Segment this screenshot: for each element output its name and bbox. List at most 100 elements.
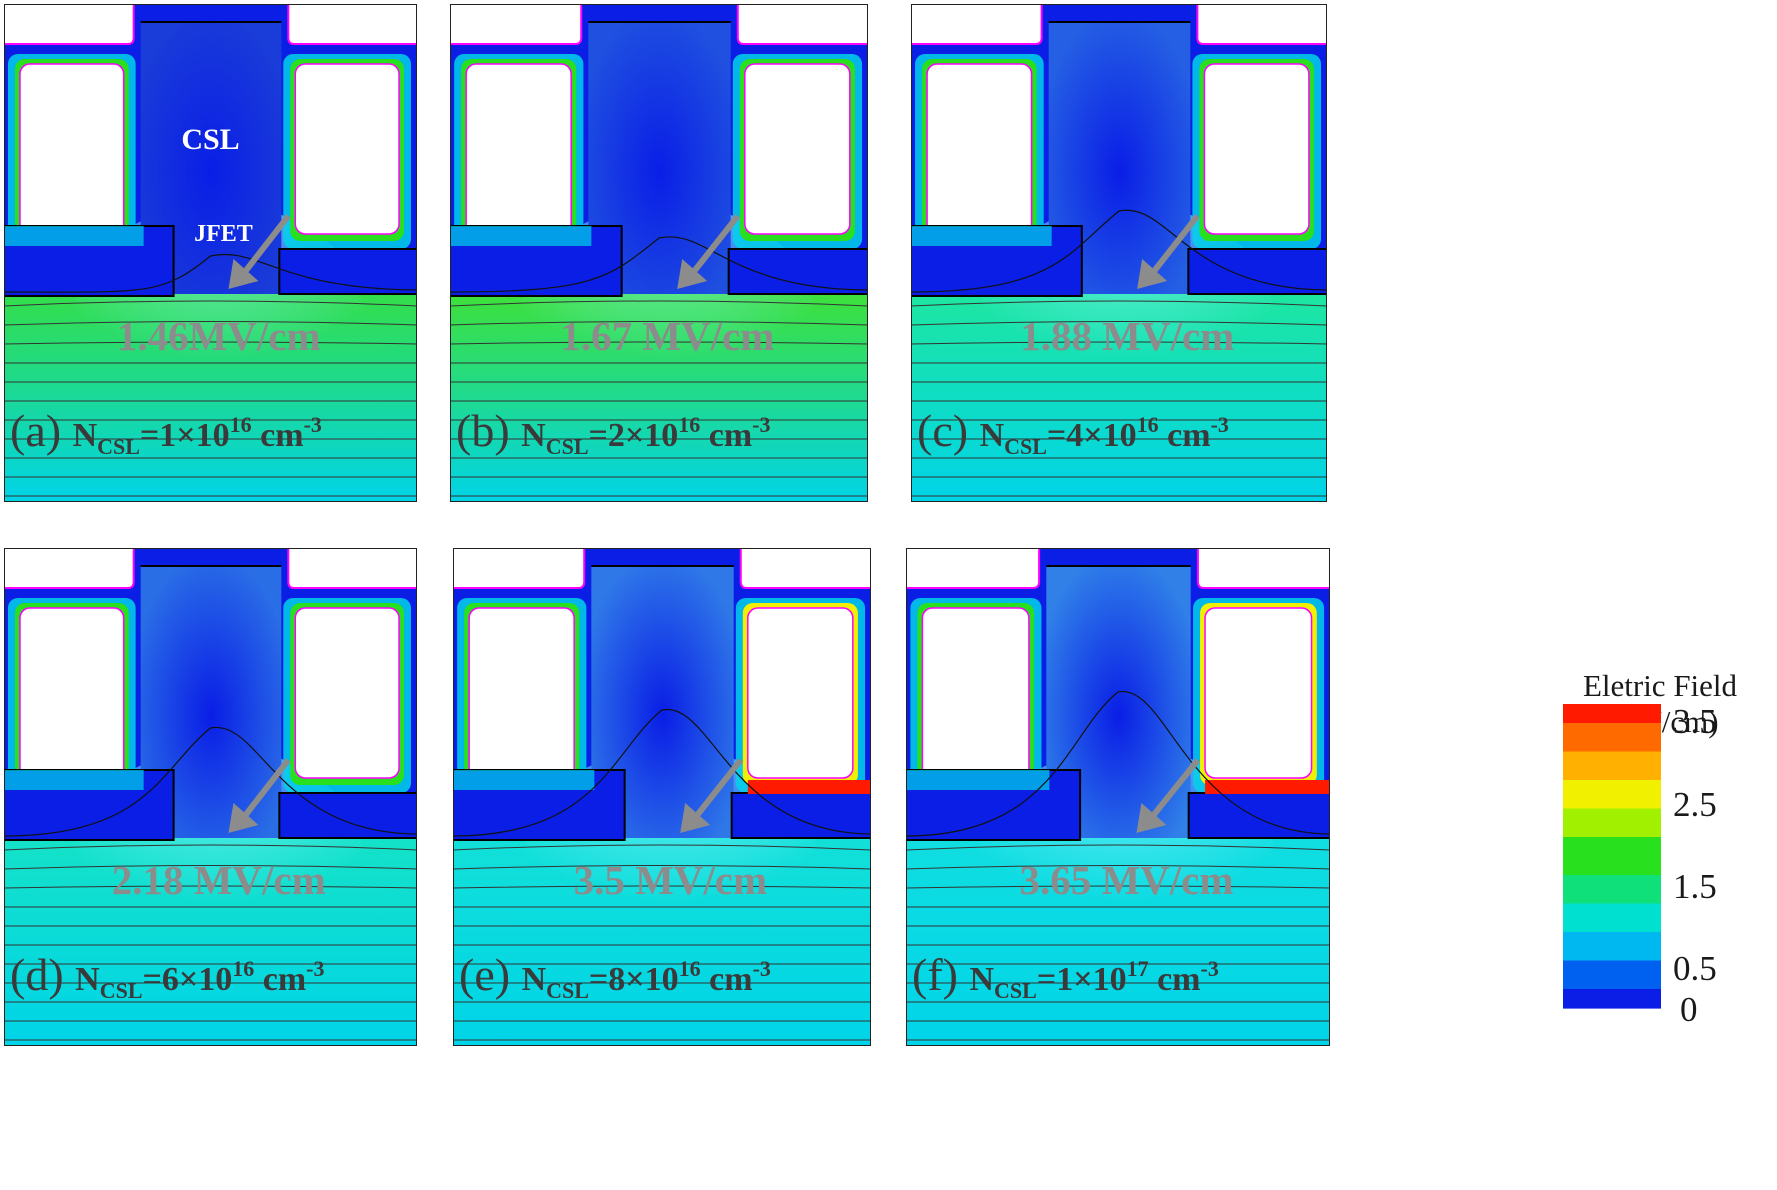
colorbar-band bbox=[1563, 998, 1661, 1009]
potential-line bbox=[906, 844, 1330, 851]
colorbar-band bbox=[1563, 846, 1661, 857]
right-source-contact bbox=[287, 548, 417, 589]
peak-arrow-head bbox=[677, 259, 708, 289]
left-source-contact bbox=[453, 548, 586, 589]
left-source-contact bbox=[906, 548, 1041, 589]
potential-line bbox=[4, 844, 417, 851]
colorbar-band bbox=[1563, 780, 1661, 791]
peak-field-label: 1.46MV/cm bbox=[117, 313, 321, 359]
peak-arrow-shaft bbox=[1148, 758, 1201, 821]
right-pshield bbox=[278, 248, 417, 295]
colorbar-band bbox=[1563, 799, 1661, 810]
colorbar-band bbox=[1563, 761, 1661, 772]
potential-line bbox=[453, 865, 871, 870]
peak-arrow-shaft bbox=[688, 214, 741, 277]
field-panel-d: 2.18 MV/cm (d) NCSL=6×1016 cm-3 bbox=[4, 548, 417, 1046]
right-source-contact bbox=[287, 4, 417, 45]
left-source-contact bbox=[450, 4, 583, 45]
potential-line bbox=[4, 321, 417, 326]
field-panel-c: 1.88 MV/cm (c) NCSL=4×1016 cm-3 bbox=[911, 4, 1327, 502]
jfet-label: JFET bbox=[194, 221, 253, 247]
depletion-boundary bbox=[453, 708, 871, 837]
colorbar-band bbox=[1563, 970, 1661, 981]
colorbar-band bbox=[1563, 732, 1661, 743]
right-pshield bbox=[727, 248, 868, 295]
colorbar-band bbox=[1563, 818, 1661, 829]
panel-label: (f) NCSL=1×1017 cm-3 bbox=[912, 949, 1219, 1003]
csl-label: CSL bbox=[181, 123, 239, 156]
left-pshield-top bbox=[911, 226, 1052, 246]
left-pshield-top bbox=[906, 770, 1050, 790]
field-panel-e: 3.5 MV/cm (e) NCSL=8×1016 cm-3 bbox=[453, 548, 871, 1046]
left-source-contact bbox=[4, 4, 135, 45]
potential-line bbox=[911, 321, 1327, 326]
colorbar-band bbox=[1563, 837, 1661, 848]
left-gate-oxide bbox=[468, 607, 575, 779]
peak-field-label: 2.18 MV/cm bbox=[112, 857, 326, 903]
potential-line bbox=[453, 844, 871, 851]
right-gate-oxide bbox=[1204, 607, 1313, 779]
peak-arrow-head bbox=[680, 803, 711, 833]
legend-title-line1: Eletric Field bbox=[1582, 668, 1738, 703]
left-pshield-top bbox=[453, 770, 595, 790]
colorbar-band bbox=[1563, 789, 1661, 800]
panel-border bbox=[450, 4, 868, 502]
right-hotspot bbox=[1205, 780, 1330, 794]
colorbar-band bbox=[1563, 875, 1661, 886]
peak-arrow-head bbox=[1136, 803, 1167, 833]
colorbar-band bbox=[1563, 742, 1661, 753]
left-pshield-top bbox=[4, 770, 144, 790]
depletion-boundary bbox=[450, 236, 868, 293]
depletion-boundary bbox=[906, 691, 1330, 837]
potential-line bbox=[906, 885, 1330, 889]
colorbar-tick-label: 0.5 bbox=[1673, 948, 1717, 988]
peak-field-label: 3.65 MV/cm bbox=[1019, 857, 1233, 903]
peak-arrow-shaft bbox=[1148, 214, 1200, 277]
potential-line bbox=[450, 321, 868, 326]
colorbar-band bbox=[1563, 989, 1661, 1000]
colorbar-band bbox=[1563, 704, 1661, 715]
colorbar-band bbox=[1563, 884, 1661, 895]
colorbar-band bbox=[1563, 770, 1661, 781]
potential-line bbox=[911, 300, 1327, 307]
peak-arrow-head bbox=[228, 259, 259, 289]
potential-line bbox=[4, 885, 417, 889]
colorbar-band bbox=[1563, 865, 1661, 876]
potential-line bbox=[450, 300, 868, 307]
panel-border bbox=[906, 548, 1330, 1046]
peak-field-label: 3.5 MV/cm bbox=[574, 857, 768, 903]
depletion-boundary bbox=[4, 726, 417, 837]
right-pshield bbox=[1187, 248, 1327, 295]
field-panel-f: 3.65 MV/cm (f) NCSL=1×1017 cm-3 bbox=[906, 548, 1330, 1046]
right-source-contact bbox=[1196, 4, 1327, 45]
panel-border bbox=[911, 4, 1327, 502]
potential-line bbox=[453, 885, 871, 889]
peak-field-label: 1.88 MV/cm bbox=[1020, 313, 1234, 359]
left-gate-oxide bbox=[19, 607, 125, 779]
panel-label: (c) NCSL=4×1016 cm-3 bbox=[917, 405, 1229, 459]
peak-arrow-shaft bbox=[240, 758, 291, 821]
colorbar-legend: Eletric Field (MV/cm) 3.52.51.50.50 bbox=[1545, 668, 1777, 1188]
colorbar-band bbox=[1563, 960, 1661, 971]
left-source-contact bbox=[4, 548, 135, 589]
depletion-boundary bbox=[4, 253, 417, 293]
colorbar-band bbox=[1563, 827, 1661, 838]
left-gate-oxide bbox=[19, 63, 125, 235]
left-source-contact bbox=[911, 4, 1043, 45]
colorbar-tick-label: 2.5 bbox=[1673, 784, 1717, 824]
right-gate-oxide bbox=[294, 63, 400, 235]
colorbar bbox=[1563, 704, 1661, 1009]
potential-line bbox=[906, 865, 1330, 870]
colorbar-band bbox=[1563, 979, 1661, 990]
peak-arrow-head bbox=[228, 803, 259, 833]
right-source-contact bbox=[1196, 548, 1330, 589]
right-gate-oxide bbox=[1203, 63, 1310, 235]
panel-label: (b) NCSL=2×1016 cm-3 bbox=[456, 405, 771, 459]
right-pshield bbox=[730, 792, 871, 839]
panel-label: (d) NCSL=6×1016 cm-3 bbox=[10, 949, 325, 1003]
left-pshield-top bbox=[450, 226, 592, 246]
potential-line bbox=[911, 341, 1327, 345]
colorbar-band bbox=[1563, 856, 1661, 867]
panel-border bbox=[4, 548, 417, 1046]
colorbar-band bbox=[1563, 922, 1661, 933]
